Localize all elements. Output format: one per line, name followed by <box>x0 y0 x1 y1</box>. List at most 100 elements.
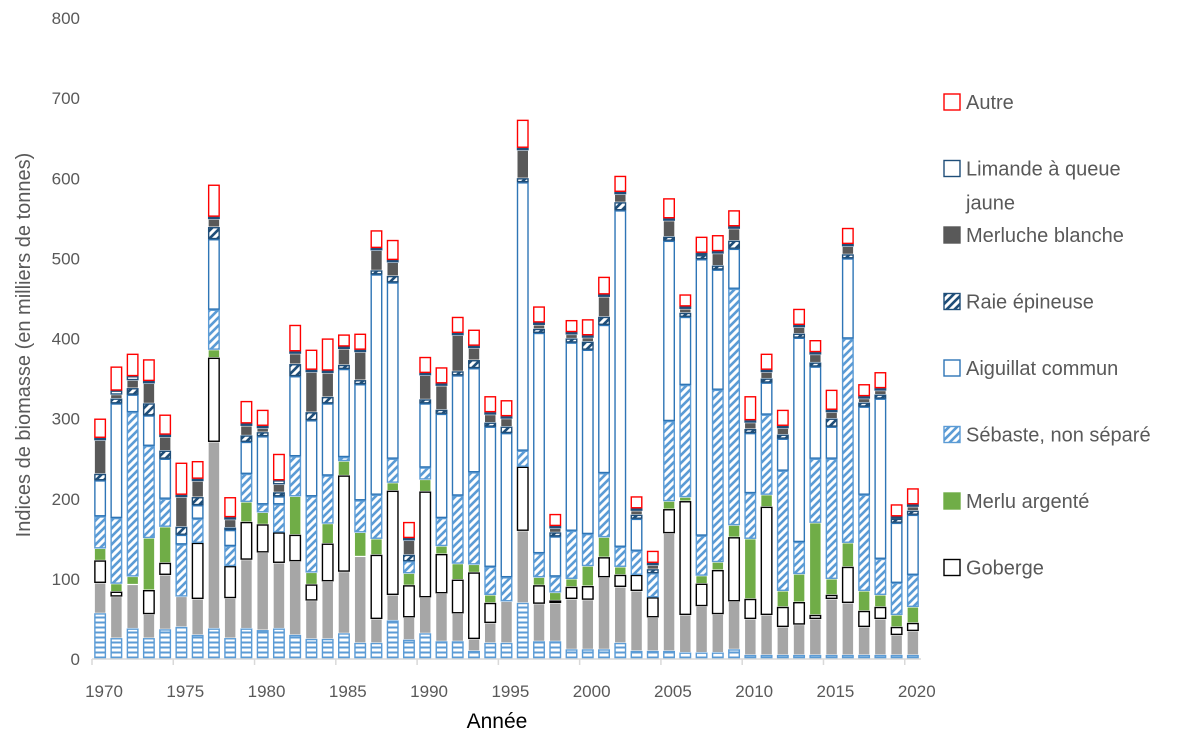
bar-stack <box>760 353 773 660</box>
bar-segment <box>500 642 513 660</box>
bar-segment <box>224 520 236 527</box>
bar-segment <box>305 638 318 660</box>
bar-segment <box>370 554 383 620</box>
bar-segment <box>695 252 708 256</box>
bar-segment <box>256 432 269 437</box>
bar-segment <box>550 593 561 600</box>
bar-segment <box>793 333 806 338</box>
bar-segment <box>321 338 334 371</box>
bar-segment <box>337 334 350 347</box>
bar-segment <box>256 504 269 513</box>
bar-segment <box>549 600 562 604</box>
bar-segment <box>647 565 659 569</box>
bar-segment <box>890 522 903 583</box>
bar-stack <box>272 453 285 660</box>
bar-stack <box>386 239 399 660</box>
bar-segment <box>435 409 448 414</box>
bar-segment <box>159 527 171 563</box>
bar-stack <box>435 367 448 660</box>
bar-segment <box>207 239 220 310</box>
bar-segment <box>370 230 383 249</box>
bar-segment <box>272 453 285 481</box>
bar-segment <box>793 337 806 543</box>
bar-segment <box>549 641 562 660</box>
bar-segment <box>858 627 870 655</box>
bar-segment <box>176 497 187 527</box>
bar-segment <box>484 426 497 567</box>
bar-segment <box>598 577 610 649</box>
bar-segment <box>679 652 692 660</box>
bar-segment <box>695 583 708 607</box>
bar-segment <box>631 591 642 651</box>
bar-segment <box>403 537 415 541</box>
bar-segment <box>451 371 464 376</box>
bar-segment <box>679 384 692 498</box>
bar-segment <box>142 445 155 539</box>
bar-stack <box>565 319 578 660</box>
bar-segment <box>142 403 155 416</box>
bar-segment <box>257 428 268 432</box>
bar-segment <box>841 243 854 247</box>
bar-segment <box>94 440 106 474</box>
bar-segment <box>825 654 838 660</box>
y-axis-title: Indices de biomasse (en milliers de tonn… <box>13 153 35 538</box>
bar-segment <box>646 550 659 563</box>
bar-segment <box>289 354 301 364</box>
bar-segment <box>159 562 172 575</box>
y-tick-label: 400 <box>52 330 80 349</box>
bar-stack <box>598 276 610 660</box>
bar-segment <box>208 350 220 358</box>
bar-segment <box>581 533 594 567</box>
bar-segment <box>549 576 562 593</box>
bar-segment <box>419 467 432 480</box>
legend-label: Merlu argenté <box>966 491 1089 513</box>
bar-segment <box>321 370 334 374</box>
bar-segment <box>468 329 480 346</box>
bar-segment <box>240 441 253 475</box>
bar-segment <box>451 579 464 614</box>
bar-segment <box>598 316 610 325</box>
bar-segment <box>565 342 578 531</box>
bar-stack <box>175 462 188 660</box>
bar-segment <box>809 458 822 523</box>
x-axis-ticks: 1970 1975 1980 1985 1990 1995 2000 2005 2010 2015… <box>85 659 936 701</box>
bar-segment <box>549 532 562 537</box>
bar-segment <box>370 494 383 539</box>
bar-segment <box>891 635 902 655</box>
bar-segment <box>484 566 497 595</box>
y-tick-label: 200 <box>52 490 80 509</box>
bar-segment <box>760 378 773 383</box>
bar-segment <box>452 564 463 580</box>
bar-segment <box>321 543 334 582</box>
bar-segment <box>565 338 578 343</box>
bar-segment <box>680 497 691 501</box>
bar-segment <box>614 202 627 211</box>
bar-stack <box>695 236 708 660</box>
bar-segment <box>566 335 577 338</box>
bar-segment <box>110 398 123 404</box>
bar-segment <box>175 462 188 495</box>
bar-segment <box>224 598 236 638</box>
bar-segment <box>696 576 707 584</box>
bar-segment <box>403 617 415 640</box>
bar-segment <box>387 595 398 620</box>
bar-segment <box>858 654 871 660</box>
legend-swatch <box>943 359 961 377</box>
bar-segment <box>745 539 756 599</box>
bar-segment <box>370 270 383 275</box>
bar-segment <box>207 628 220 660</box>
bar-segment <box>776 606 789 628</box>
bar-stack <box>337 334 350 660</box>
bar-segment <box>696 606 707 652</box>
bar-segment <box>874 394 887 399</box>
bar-segment <box>94 549 106 560</box>
bar-segment <box>94 437 107 441</box>
bar-segment <box>386 458 399 483</box>
bar-segment <box>810 619 821 655</box>
bar-segment <box>386 620 399 660</box>
bar-segment <box>744 420 757 423</box>
bar-segment <box>760 382 773 415</box>
bar-stack <box>110 366 123 660</box>
bar-segment <box>403 585 415 618</box>
